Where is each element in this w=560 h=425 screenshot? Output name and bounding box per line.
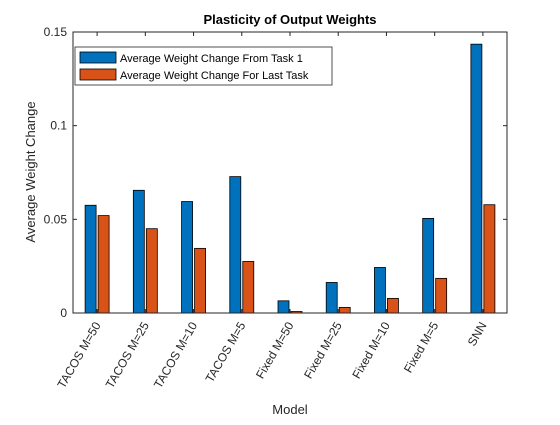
legend-swatch-task1	[79, 51, 117, 64]
bar-series2-3	[242, 261, 255, 314]
y-tick-label: 0.15	[44, 25, 68, 39]
bar-series1-7	[422, 217, 435, 314]
bar-series1-5	[325, 282, 338, 314]
bar-series1-0	[84, 204, 97, 314]
bar-series2-8	[483, 204, 496, 314]
chart-title: Plasticity of Output Weights	[203, 12, 376, 27]
bar-series2-0	[97, 215, 110, 314]
bar-series2-6	[387, 297, 399, 314]
bar-series1-4	[277, 300, 290, 314]
legend-swatch-last-task	[79, 68, 117, 81]
legend: Average Weight Change From Task 1 Averag…	[74, 46, 333, 86]
bar-series2-2	[194, 247, 206, 314]
legend-label-last-task: Average Weight Change For Last Task	[120, 70, 309, 82]
bar-series1-8	[470, 43, 483, 314]
bar-series2-1	[145, 228, 158, 314]
bar-series2-5	[338, 306, 351, 314]
y-tick-label: 0.05	[44, 212, 68, 226]
legend-box	[74, 46, 333, 86]
legend-label-task1: Average Weight Change From Task 1	[120, 53, 303, 65]
bar-series2-7	[435, 277, 448, 314]
bar-series1-1	[132, 189, 145, 314]
y-tick-label: 0	[60, 306, 67, 320]
y-tick-label: 0.1	[50, 119, 67, 133]
bar-series1-6	[374, 267, 386, 314]
bar-series1-3	[229, 176, 242, 314]
x-axis-label: Model	[272, 402, 308, 417]
bar-series1-2	[181, 201, 193, 314]
y-axis-label: Average Weight Change	[23, 101, 38, 242]
